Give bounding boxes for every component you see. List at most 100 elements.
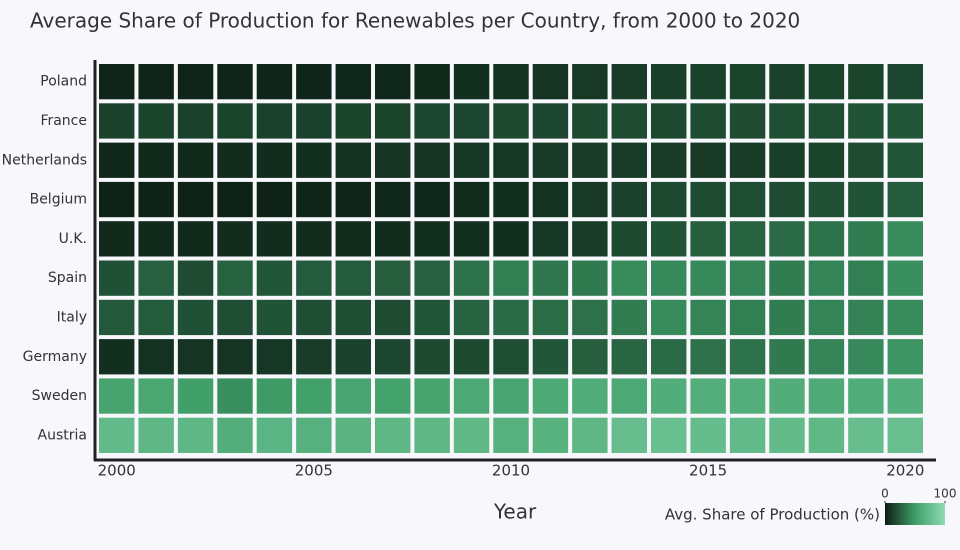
colorbar-title: Avg. Share of Production (%) bbox=[665, 506, 880, 524]
heatmap-cell bbox=[532, 103, 569, 139]
heatmap-cell bbox=[335, 299, 371, 336]
heatmap-cell bbox=[256, 378, 293, 414]
heatmap-cell bbox=[848, 339, 884, 375]
heatmap-cell bbox=[690, 142, 726, 178]
heatmap-cell bbox=[769, 260, 805, 296]
heatmap-cell bbox=[296, 260, 332, 296]
x-tick-label: 2000 bbox=[98, 462, 136, 480]
heatmap-cell bbox=[217, 221, 253, 257]
heatmap-cell bbox=[729, 64, 766, 100]
colorbar-tick-label: 0 bbox=[881, 487, 889, 501]
heatmap-cell bbox=[572, 339, 608, 375]
heatmap-cell bbox=[138, 103, 174, 139]
heatmap-cell bbox=[414, 339, 450, 375]
heatmap-cell bbox=[453, 417, 490, 453]
heatmap-cell bbox=[177, 378, 214, 414]
x-tick-label: 2010 bbox=[492, 462, 530, 480]
x-tick-label: 2005 bbox=[295, 462, 333, 480]
heatmap-cell bbox=[572, 103, 608, 139]
chart-title: Average Share of Production for Renewabl… bbox=[30, 9, 800, 33]
heatmap-cell bbox=[138, 378, 174, 414]
y-tick-label: Poland bbox=[40, 74, 87, 90]
heatmap-cell bbox=[651, 181, 687, 218]
heatmap-cell bbox=[453, 221, 490, 257]
heatmap-cell bbox=[453, 339, 490, 375]
heatmap-cell bbox=[375, 103, 411, 139]
heatmap-cell bbox=[848, 299, 884, 336]
heatmap-cell bbox=[375, 378, 411, 414]
heatmap-cell bbox=[611, 260, 647, 296]
heatmap-cell bbox=[99, 221, 135, 257]
heatmap-cell bbox=[177, 221, 214, 257]
heatmap-cell bbox=[532, 260, 569, 296]
heatmap-cell bbox=[296, 299, 332, 336]
heatmap-cell bbox=[177, 64, 214, 100]
heatmap-cell bbox=[296, 64, 332, 100]
x-axis-label: Year bbox=[493, 500, 537, 524]
heatmap-cell bbox=[256, 181, 293, 218]
heatmap-cell bbox=[690, 417, 726, 453]
heatmap-cell bbox=[611, 142, 647, 178]
heatmap-cell bbox=[217, 260, 253, 296]
y-tick-label: Italy bbox=[57, 309, 87, 325]
heatmap-cell bbox=[453, 378, 490, 414]
y-tick-label: Austria bbox=[38, 427, 87, 443]
heatmap-cell bbox=[887, 103, 923, 139]
heatmap-cell bbox=[217, 181, 253, 218]
heatmap-cell bbox=[690, 378, 726, 414]
y-tick-label: Spain bbox=[48, 270, 87, 286]
heatmap-cell bbox=[690, 64, 726, 100]
heatmap-cell bbox=[769, 64, 805, 100]
heatmap-cell bbox=[414, 181, 450, 218]
heatmap-cell bbox=[99, 64, 135, 100]
heatmap-cell bbox=[611, 378, 647, 414]
heatmap-cell bbox=[453, 142, 490, 178]
heatmap-cell bbox=[532, 221, 569, 257]
heatmap-cell bbox=[532, 299, 569, 336]
heatmap-cell bbox=[611, 299, 647, 336]
heatmap-cell bbox=[572, 417, 608, 453]
heatmap-cell bbox=[808, 339, 845, 375]
heatmap-cell bbox=[217, 103, 253, 139]
y-tick-label: Netherlands bbox=[2, 152, 87, 168]
heatmap-cell bbox=[177, 142, 214, 178]
heatmap-cell bbox=[532, 181, 569, 218]
heatmap-cell bbox=[99, 103, 135, 139]
heatmap-cell bbox=[335, 142, 371, 178]
heatmap-cell bbox=[887, 260, 923, 296]
heatmap-cell bbox=[729, 103, 766, 139]
heatmap-cell bbox=[690, 299, 726, 336]
heatmap-cell bbox=[611, 339, 647, 375]
heatmap-cell bbox=[651, 378, 687, 414]
heatmap-cell bbox=[572, 64, 608, 100]
heatmap-cell bbox=[296, 103, 332, 139]
heatmap-cell bbox=[453, 103, 490, 139]
heatmap-cell bbox=[138, 299, 174, 336]
heatmap-cell bbox=[335, 103, 371, 139]
heatmap-cell bbox=[375, 181, 411, 218]
heatmap-cell bbox=[887, 181, 923, 218]
heatmap-cell bbox=[453, 64, 490, 100]
heatmap-cell bbox=[493, 142, 529, 178]
heatmap-cell bbox=[808, 417, 845, 453]
heatmap-cell bbox=[99, 339, 135, 375]
heatmap-cell bbox=[651, 260, 687, 296]
heatmap-cell bbox=[690, 181, 726, 218]
heatmap-cell bbox=[335, 378, 371, 414]
heatmap-cell bbox=[729, 142, 766, 178]
heatmap-cell bbox=[375, 64, 411, 100]
heatmap-cell bbox=[177, 260, 214, 296]
heatmap-cell bbox=[611, 181, 647, 218]
heatmap-cell bbox=[572, 142, 608, 178]
colorbar-tick-label: 100 bbox=[934, 487, 957, 501]
heatmap-cell bbox=[769, 181, 805, 218]
heatmap-cell bbox=[769, 142, 805, 178]
heatmap-cell bbox=[414, 417, 450, 453]
heatmap-cell bbox=[177, 339, 214, 375]
heatmap-cell bbox=[256, 221, 293, 257]
heatmap-cell bbox=[532, 339, 569, 375]
heatmap-cell bbox=[99, 142, 135, 178]
heatmap-cell bbox=[99, 299, 135, 336]
heatmap-cell bbox=[651, 64, 687, 100]
